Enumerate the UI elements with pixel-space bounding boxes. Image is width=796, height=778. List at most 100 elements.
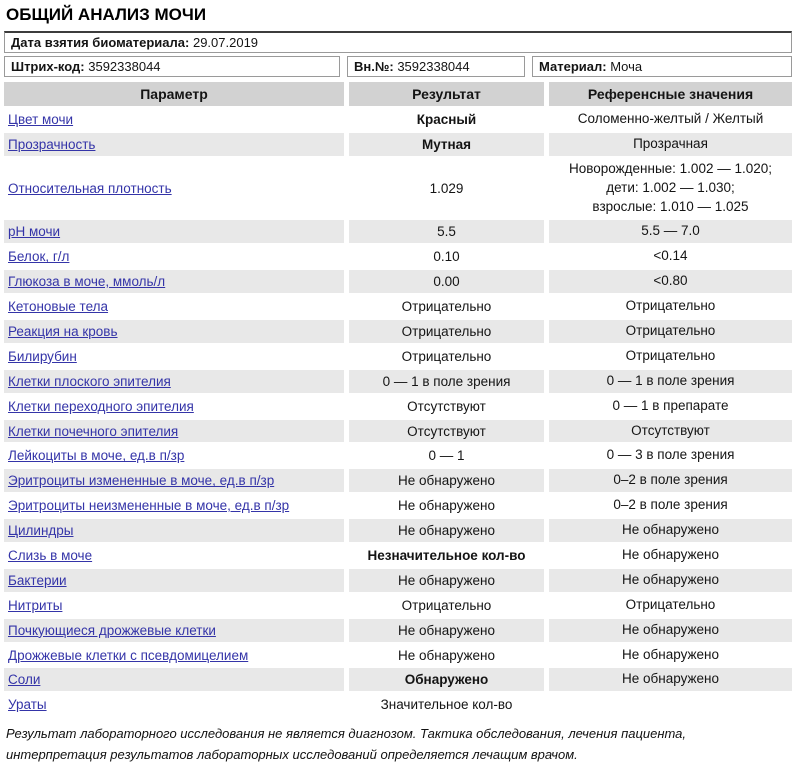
parameter-cell: Прозрачность [4, 132, 344, 156]
reference-line: Не обнаружено [622, 522, 719, 538]
parameter-cell: Белок, г/л [4, 245, 344, 269]
reference-cell: Не обнаружено [549, 668, 792, 692]
result-cell: Не обнаружено [349, 618, 544, 642]
table-row: pH мочи 5.5 5.5 — 7.0 [4, 220, 792, 244]
parameter-link[interactable]: Прозрачность [8, 136, 96, 152]
page-title: ОБЩИЙ АНАЛИЗ МОЧИ [6, 5, 207, 24]
parameter-link[interactable]: Относительная плотность [8, 180, 172, 196]
biomaterial-date-value: 29.07.2019 [192, 35, 259, 50]
result-cell: Значительное кол-во [349, 693, 544, 716]
parameter-link[interactable]: Слизь в моче [8, 547, 93, 563]
table-row: Относительная плотность 1.029 Новорожденны… [4, 157, 792, 219]
biomaterial-date-label: Дата взятия биоматериала: [11, 35, 190, 50]
table-row: Кетоновые тела Отрицательно Отрицательно [4, 295, 792, 319]
barcode-label: Штрих-код: [11, 59, 85, 74]
parameter-cell: pH мочи [4, 220, 344, 244]
reference-cell: 0–2 в поле зрения [549, 469, 792, 493]
report-footer: Результат лабораторного исследования не … [4, 724, 792, 766]
barcode-value: 3592338044 [88, 59, 161, 74]
table-header-row: Параметр Результат Референсные значения [4, 82, 792, 106]
reference-line: Прозрачная [633, 135, 708, 151]
table-row: Клетки почечного эпителия Отсутствуют Отсу… [4, 419, 792, 443]
result-cell: Не обнаружено [349, 469, 544, 493]
parameter-link[interactable]: Эритроциты измененные в моче, ед.в п/зр [8, 473, 275, 489]
reference-cell: 5.5 — 7.0 [549, 220, 792, 244]
table-row: Белок, г/л 0.10 <0.14 [4, 245, 792, 269]
parameter-link[interactable]: Цвет мочи [8, 111, 74, 127]
parameter-link[interactable]: Бактерии [8, 572, 67, 588]
table-row: Почкующиеся дрожжевые клетки Не обнаружен… [4, 618, 792, 642]
meta-row: Штрих-код: 3592338044 Вн.№: 3592338044 М… [4, 56, 792, 77]
reference-cell: Не обнаружено [549, 544, 792, 567]
parameter-cell: Нитриты [4, 593, 344, 617]
parameter-link[interactable]: Клетки почечного эпителия [8, 423, 179, 439]
table-row: Эритроциты измененные в моче, ед.в п/зр Н… [4, 469, 792, 493]
result-cell: Не обнаружено [349, 519, 544, 543]
reference-cell: Отрицательно [549, 295, 792, 319]
reference-cell [549, 693, 792, 716]
reference-cell: Отрицательно [549, 320, 792, 343]
reference-cell: Отсутствуют [549, 419, 792, 443]
result-cell: Обнаружено [349, 668, 544, 692]
parameter-link[interactable]: Дрожжевые клетки с псевдомицелием [8, 647, 249, 663]
parameter-cell: Соли [4, 668, 344, 692]
parameter-link[interactable]: Белок, г/л [8, 249, 70, 265]
column-header-parameter: Параметр [4, 82, 344, 106]
parameter-link[interactable]: pH мочи [8, 224, 61, 240]
parameter-link[interactable]: Нитриты [8, 597, 63, 613]
report-header: ОБЩИЙ АНАЛИЗ МОЧИ Дата взятия биоматериа… [4, 5, 792, 77]
reference-cell: <0.14 [549, 245, 792, 269]
result-cell: Не обнаружено [349, 643, 544, 667]
results-table: Параметр Результат Референсные значения … [4, 82, 792, 716]
parameter-cell: Дрожжевые клетки с псевдомицелием [4, 643, 344, 667]
parameter-cell: Ураты [4, 693, 344, 716]
parameter-link[interactable]: Кетоновые тела [8, 299, 109, 315]
parameter-link[interactable]: Ураты [8, 696, 47, 712]
reference-line: <0.80 [653, 273, 688, 289]
table-row: Эритроциты неизмененные в моче, ед.в п/з… [4, 494, 792, 518]
result-cell: Отрицательно [349, 320, 544, 343]
parameter-link[interactable]: Билирубин [8, 348, 77, 364]
parameter-link[interactable]: Клетки переходного эпителия [8, 398, 194, 414]
result-cell: Красный [349, 108, 544, 131]
parameter-cell: Цилиндры [4, 519, 344, 543]
parameter-link[interactable]: Цилиндры [8, 523, 74, 539]
reference-line: Новорожденные: 1.002 — 1.020; [568, 160, 772, 176]
parameter-cell: Глюкоза в моче, ммоль/л [4, 270, 344, 294]
reference-line: Отсутствуют [631, 422, 710, 438]
reference-line: 0 — 3 в поле зрения [606, 447, 735, 463]
reference-line: Соломенно-желтый / Желтый [577, 111, 764, 126]
parameter-cell: Бактерии [4, 568, 344, 592]
result-cell: Незначительное кол-во [349, 544, 544, 567]
parameter-link[interactable]: Лейкоциты в моче, ед.в п/зр [8, 448, 185, 464]
result-cell: 5.5 [349, 220, 544, 244]
reference-cell: Отрицательно [549, 344, 792, 368]
parameter-link[interactable]: Реакция на кровь [8, 323, 118, 339]
reference-line: Не обнаружено [622, 621, 719, 637]
table-row: Ураты Значительное кол-во [4, 693, 792, 716]
parameter-link[interactable]: Почкующиеся дрожжевые клетки [8, 622, 216, 638]
parameter-link[interactable]: Эритроциты неизмененные в моче, ед.в п/з… [8, 498, 290, 514]
column-header-result: Результат [349, 82, 544, 106]
reference-cell: Прозрачная [549, 132, 792, 156]
parameter-cell: Клетки переходного эпителия [4, 394, 344, 418]
result-cell: 0 — 1 [349, 444, 544, 468]
result-cell: Отрицательно [349, 344, 544, 368]
table-row: Реакция на кровь Отрицательно Отрицательно [4, 320, 792, 343]
reference-line: 0 — 1 в препарате [612, 397, 729, 413]
table-row: Лейкоциты в моче, ед.в п/зр 0 — 1 0 — 3 в … [4, 444, 792, 468]
result-cell: 1.029 [349, 157, 544, 219]
material-box: Материал: Моча [532, 56, 792, 77]
parameter-link[interactable]: Клетки плоского эпителия [8, 373, 171, 389]
parameter-cell: Цвет мочи [4, 108, 344, 131]
reference-line: взрослые: 1.010 — 1.025 [592, 198, 749, 214]
reference-line: <0.14 [653, 248, 688, 264]
parameter-link[interactable]: Глюкоза в моче, ммоль/л [8, 274, 166, 290]
result-cell: 0.10 [349, 245, 544, 269]
reference-cell: 0–2 в поле зрения [549, 494, 792, 518]
parameter-cell: Лейкоциты в моче, ед.в п/зр [4, 444, 344, 468]
parameter-link[interactable]: Соли [8, 672, 41, 688]
reference-cell: 0 — 1 в поле зрения [549, 369, 792, 393]
reference-line: 5.5 — 7.0 [641, 223, 700, 239]
